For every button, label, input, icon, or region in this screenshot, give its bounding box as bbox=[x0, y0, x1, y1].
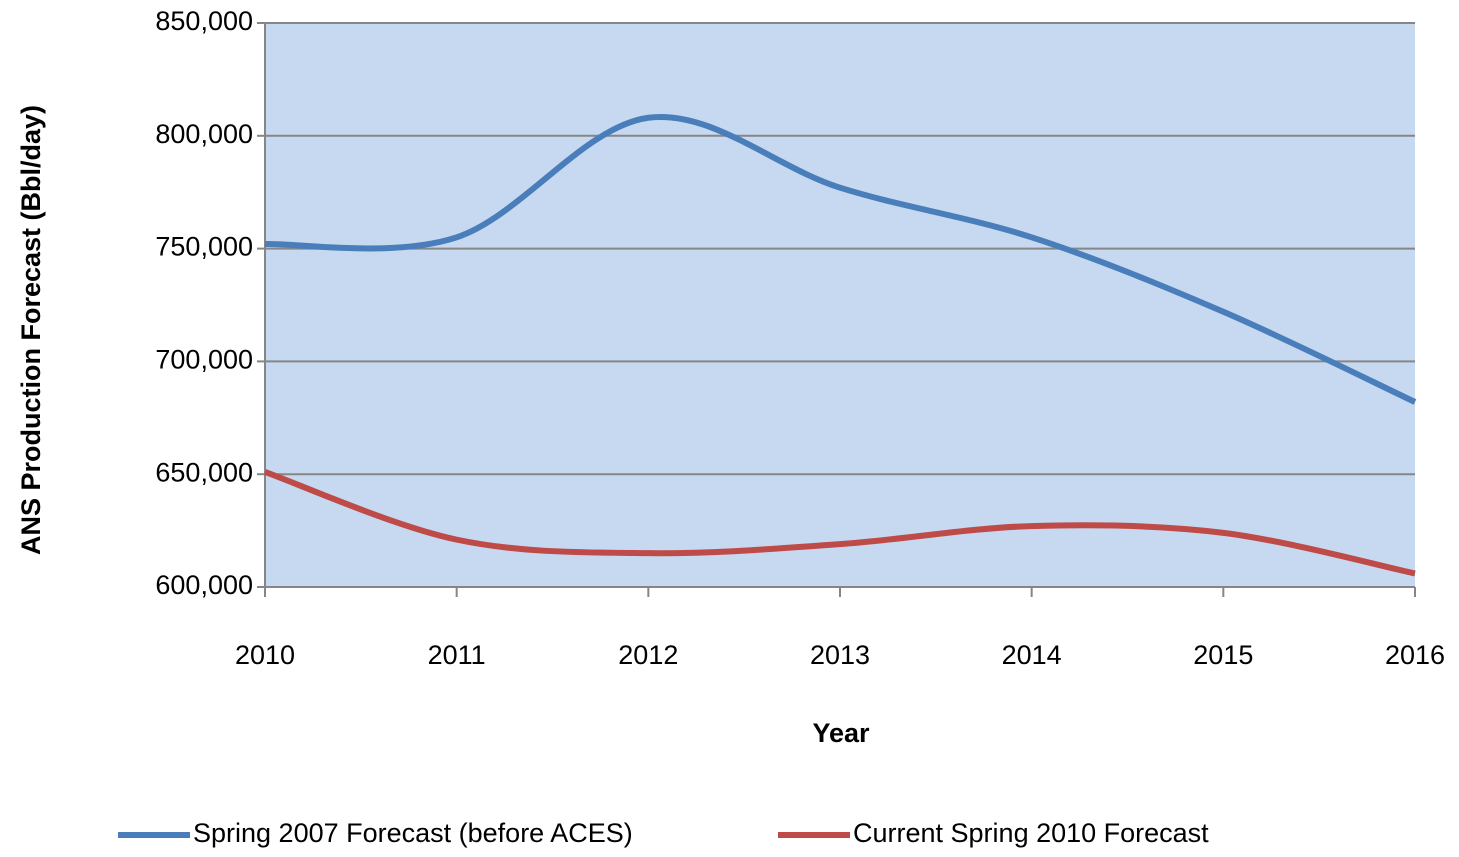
x-tick-label: 2013 bbox=[810, 640, 870, 670]
y-tick-label: 800,000 bbox=[155, 119, 253, 149]
x-tick-label: 2014 bbox=[1002, 640, 1062, 670]
legend-label: Spring 2007 Forecast (before ACES) bbox=[193, 818, 633, 848]
x-tick-label: 2010 bbox=[235, 640, 295, 670]
x-tick-label: 2011 bbox=[428, 640, 486, 670]
x-tick-label: 2012 bbox=[618, 640, 678, 670]
plot-area bbox=[265, 23, 1415, 587]
y-tick-label: 600,000 bbox=[155, 570, 253, 600]
legend-label: Current Spring 2010 Forecast bbox=[853, 818, 1209, 848]
y-tick-label: 650,000 bbox=[155, 457, 253, 487]
y-tick-label: 700,000 bbox=[155, 345, 253, 375]
y-tick-label: 750,000 bbox=[155, 232, 253, 262]
x-tick-label: 2016 bbox=[1385, 640, 1445, 670]
y-axis-label: ANS Production Forecast (Bbl/day) bbox=[16, 105, 46, 555]
x-tick-label: 2015 bbox=[1193, 640, 1253, 670]
series-line bbox=[264, 113, 1417, 405]
series-line bbox=[264, 469, 1416, 577]
x-axis-label: Year bbox=[812, 718, 870, 748]
y-tick-label: 850,000 bbox=[155, 6, 253, 36]
